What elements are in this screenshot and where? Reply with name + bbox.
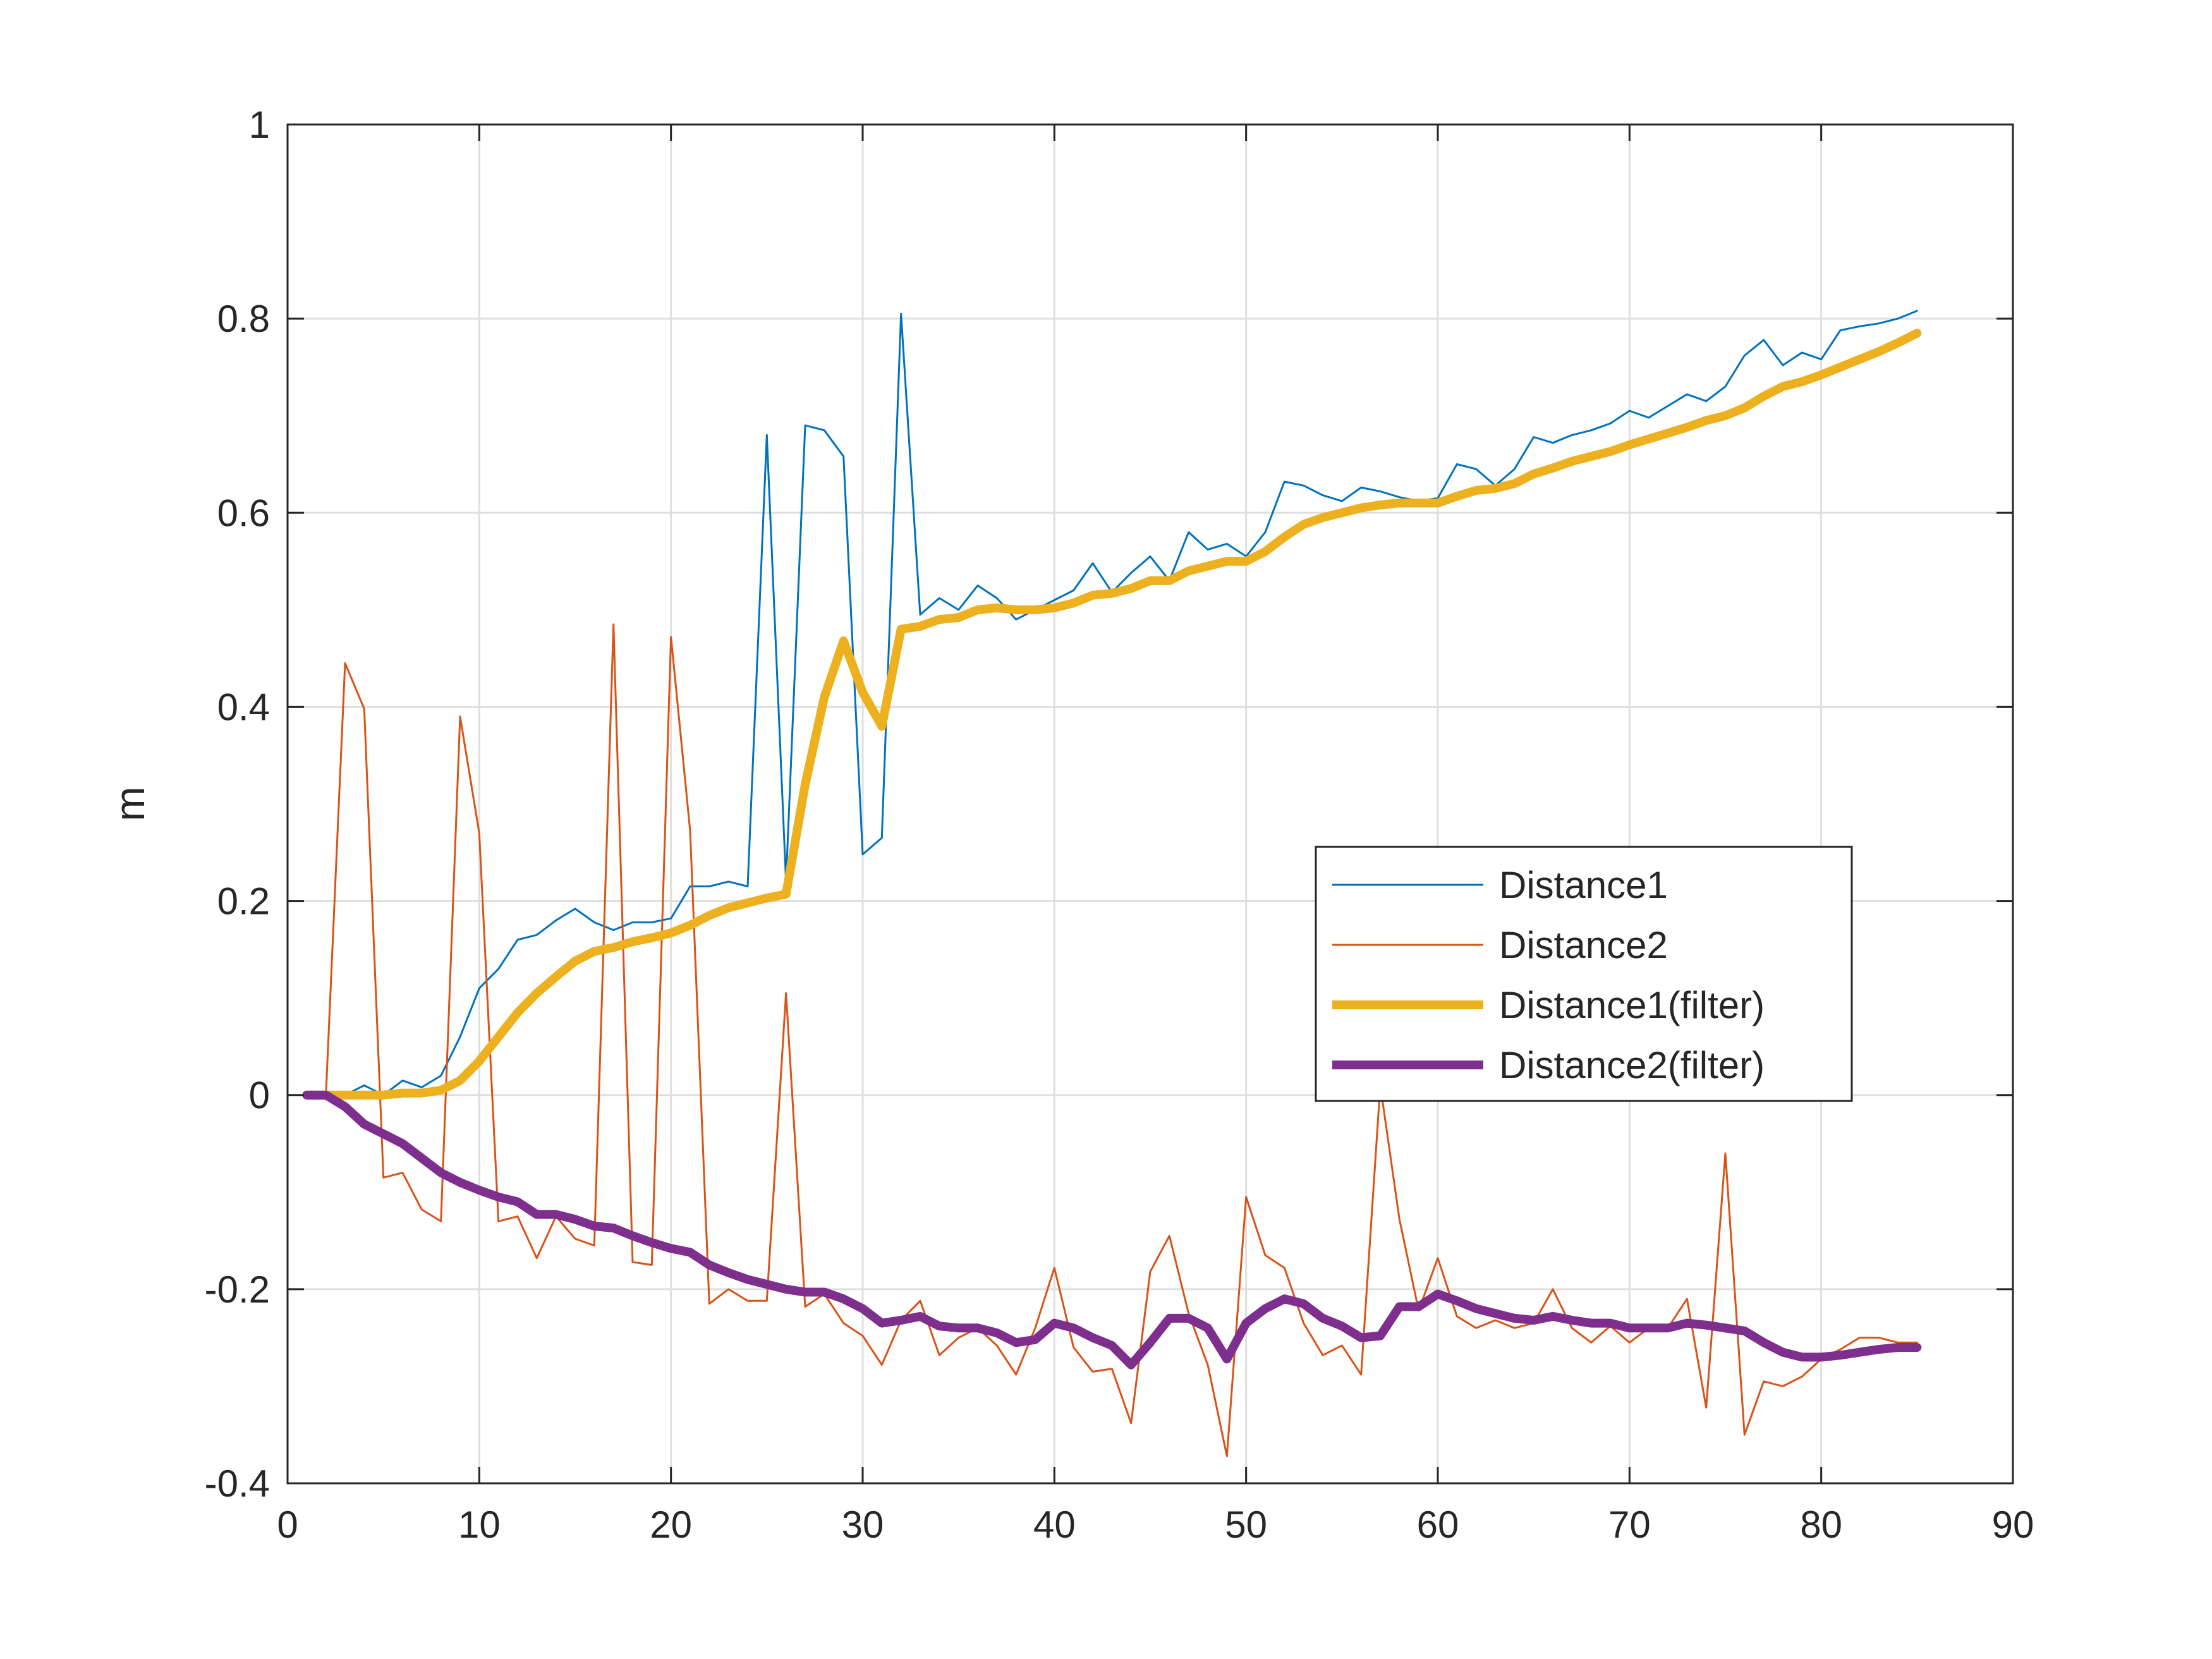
y-tick-label: -0.2: [205, 1268, 270, 1311]
y-tick-label: 1: [249, 104, 270, 146]
axes-box: [286, 123, 2014, 1485]
x-tick-label: 60: [1417, 1504, 1459, 1546]
x-tick-label: 50: [1225, 1504, 1267, 1546]
x-tick-label: 30: [842, 1504, 884, 1546]
legend: Distance1 Distance2 Distance1(filter) Dista…: [1315, 846, 1853, 1102]
y-tick-label: 0.8: [217, 298, 270, 340]
x-tick-label: 20: [650, 1504, 692, 1546]
tick-marks: [286, 123, 2014, 1485]
y-axis-label: m: [106, 787, 153, 822]
x-tick-label: 40: [1033, 1504, 1076, 1546]
legend-label: Distance1(filter): [1499, 984, 1765, 1026]
tick-labels: 0 10 20 30 40 50 60 70 80 90 -0.4 -0.2 0 0.2 0.4 0.6 0.8…: [205, 104, 2034, 1546]
x-tick-label: 90: [1992, 1504, 2034, 1546]
legend-label: Distance2: [1499, 924, 1668, 966]
legend-box: [1315, 846, 1853, 1102]
x-tick-label: 80: [1800, 1504, 1842, 1546]
y-tick-label: 0.2: [217, 880, 270, 923]
x-tick-label: 70: [1608, 1504, 1651, 1546]
series-line-4: [302, 1090, 1922, 1370]
series-layer: [302, 310, 1922, 1457]
x-tick-label: 10: [458, 1504, 501, 1546]
legend-label: Distance2(filter): [1499, 1044, 1765, 1086]
x-tick-label: 0: [277, 1504, 298, 1546]
series-line-3: [302, 329, 1922, 1100]
legend-label: Distance1: [1499, 864, 1668, 906]
y-tick-label: 0: [249, 1074, 270, 1117]
y-tick-label: 0.6: [217, 492, 270, 534]
plot-area: [288, 125, 2013, 1483]
y-tick-label: 0.4: [217, 686, 270, 728]
y-tick-label: -0.4: [205, 1462, 270, 1505]
